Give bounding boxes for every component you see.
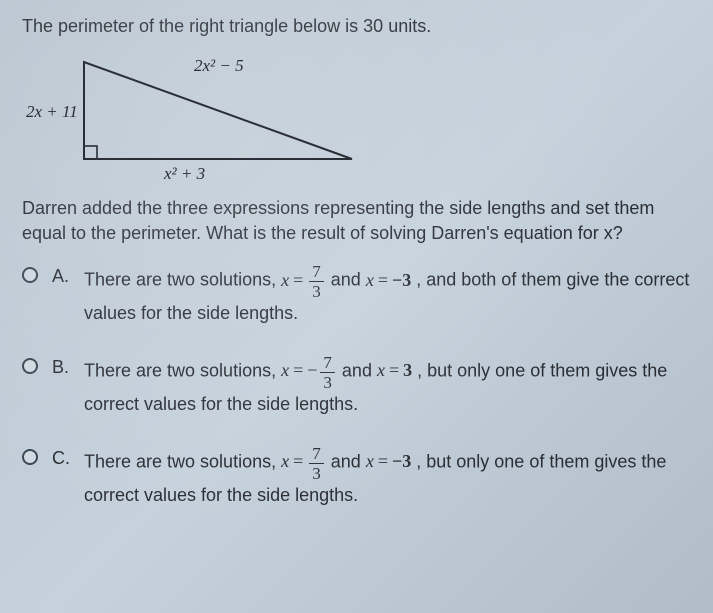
option-letter: B. (52, 354, 74, 419)
math-solution-2: x=3 (377, 360, 412, 380)
math-solution-2: x=−3 (366, 451, 411, 471)
option-text: There are two solutions, x=73 and x=−3 ,… (84, 445, 691, 510)
math-solution-2: x=−3 (366, 270, 411, 290)
option-letter: C. (52, 445, 74, 510)
options-list: A.There are two solutions, x=73 and x=−3… (22, 263, 691, 510)
math-solution-1: x=73 (281, 451, 326, 471)
side-label-bottom: x² + 3 (164, 164, 205, 184)
triangle-figure: 2x + 11 2x² − 5 x² + 3 (26, 46, 691, 186)
option-b[interactable]: B.There are two solutions, x=−73 and x=3… (22, 354, 691, 419)
option-body: B.There are two solutions, x=−73 and x=3… (52, 354, 691, 419)
question-followup: Darren added the three expressions repre… (22, 196, 691, 245)
math-solution-1: x=73 (281, 270, 326, 290)
option-text: There are two solutions, x=−73 and x=3 ,… (84, 354, 691, 419)
option-a[interactable]: A.There are two solutions, x=73 and x=−3… (22, 263, 691, 328)
option-body: C.There are two solutions, x=73 and x=−3… (52, 445, 691, 510)
side-label-left: 2x + 11 (26, 102, 78, 122)
radio-button[interactable] (22, 358, 38, 374)
option-c[interactable]: C.There are two solutions, x=73 and x=−3… (22, 445, 691, 510)
option-text: There are two solutions, x=73 and x=−3 ,… (84, 263, 691, 328)
side-label-hypotenuse: 2x² − 5 (194, 56, 244, 76)
math-solution-1: x=−73 (281, 360, 337, 380)
option-letter: A. (52, 263, 74, 328)
question-prompt: The perimeter of the right triangle belo… (22, 14, 691, 38)
option-body: A.There are two solutions, x=73 and x=−3… (52, 263, 691, 328)
radio-button[interactable] (22, 267, 38, 283)
radio-button[interactable] (22, 449, 38, 465)
